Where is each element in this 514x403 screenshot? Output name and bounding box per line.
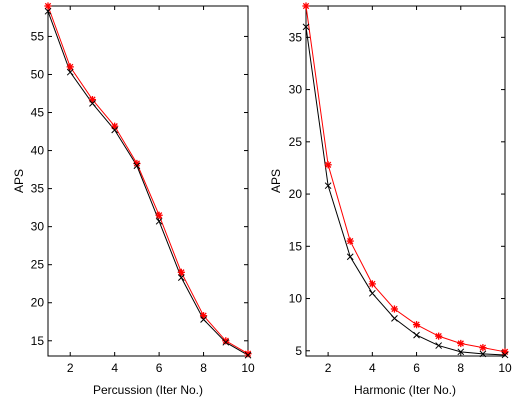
series-group-harmonic xyxy=(302,2,509,359)
y-tick-label: 15 xyxy=(31,334,45,348)
data-point-x-harmonic xyxy=(435,342,443,349)
data-point-x-percussion xyxy=(44,7,52,15)
data-point-star-percussion xyxy=(44,2,52,10)
data-point-star-harmonic xyxy=(302,2,310,10)
y-tick-label: 20 xyxy=(31,296,45,310)
y-tick-label: 10 xyxy=(289,292,303,306)
data-point-x-harmonic xyxy=(324,182,332,190)
y-tick-label: 35 xyxy=(289,30,303,44)
data-point-star-harmonic xyxy=(346,237,354,245)
percussion-chart: 2 4 6 8 10 15 20 25 30 35 40 45 50 55 Percussion (It… xyxy=(12,2,255,397)
data-point-star-harmonic xyxy=(435,332,443,340)
x-axis-label-harmonic: Harmonic (Iter No.) xyxy=(354,383,456,397)
data-point-x-percussion xyxy=(133,162,141,170)
plot-area-harmonic xyxy=(305,5,506,357)
y-tick-label: 25 xyxy=(31,258,45,272)
data-point-x-harmonic xyxy=(346,253,354,261)
data-point-star-harmonic xyxy=(479,344,487,352)
data-point-star-percussion xyxy=(199,312,208,320)
x-ticks-harmonic: 2 4 6 8 10 xyxy=(325,6,512,375)
data-point-star-harmonic xyxy=(412,321,421,329)
y-tick-label: 25 xyxy=(289,135,303,149)
x-tick-label: 2 xyxy=(67,361,74,375)
data-point-x-harmonic xyxy=(302,23,310,31)
x-axis-label-percussion: Percussion (Iter No.) xyxy=(93,383,203,397)
data-point-star-harmonic xyxy=(457,339,465,348)
x-tick-label: 2 xyxy=(325,361,332,375)
data-point-star-percussion xyxy=(244,350,252,358)
data-point-x-percussion xyxy=(89,100,96,107)
data-point-x-harmonic xyxy=(457,348,465,356)
data-point-star-percussion xyxy=(222,337,230,345)
data-point-star-percussion xyxy=(66,63,74,71)
data-point-star-percussion xyxy=(111,122,119,130)
data-point-x-percussion xyxy=(66,68,74,76)
y-axis-label-percussion: APS xyxy=(12,169,26,193)
y-tick-label: 5 xyxy=(295,344,302,358)
data-point-star-harmonic xyxy=(390,305,399,313)
data-point-x-harmonic xyxy=(413,331,420,339)
data-point-x-harmonic xyxy=(501,351,509,359)
series-line-black-percussion xyxy=(47,11,249,356)
y-tick-label: 55 xyxy=(31,29,45,43)
y-axis-label-harmonic: APS xyxy=(269,169,283,193)
data-point-x-percussion xyxy=(244,351,252,359)
data-point-star-percussion xyxy=(177,268,185,276)
y-tick-label: 30 xyxy=(289,83,303,97)
data-point-x-harmonic xyxy=(368,289,376,297)
x-tick-label: 8 xyxy=(457,361,464,375)
y-tick-label: 45 xyxy=(31,106,45,120)
data-point-x-harmonic xyxy=(479,350,487,358)
x-tick-label: 10 xyxy=(498,361,512,375)
series-line-red-harmonic xyxy=(305,5,506,353)
data-point-x-percussion xyxy=(155,217,163,225)
y-tick-label: 20 xyxy=(289,187,303,201)
series-line-black-harmonic xyxy=(305,26,506,356)
x-ticks-percussion: 2 4 6 8 10 xyxy=(67,6,255,375)
y-tick-label: 15 xyxy=(289,239,303,253)
harmonic-chart: 2 4 6 8 10 5 10 15 20 25 30 35 Harmonic (Iter No.)… xyxy=(269,2,512,397)
x-tick-label: 10 xyxy=(241,361,255,375)
y-tick-label: 50 xyxy=(31,67,45,81)
y-tick-label: 40 xyxy=(31,144,45,158)
x-tick-label: 8 xyxy=(200,361,207,375)
data-point-star-percussion xyxy=(155,211,163,219)
data-point-star-harmonic xyxy=(324,161,332,169)
data-point-x-percussion xyxy=(222,338,230,346)
y-tick-label: 30 xyxy=(31,220,45,234)
data-point-x-percussion xyxy=(111,126,119,134)
data-point-x-percussion xyxy=(200,316,207,323)
x-tick-label: 4 xyxy=(111,361,118,375)
x-tick-label: 6 xyxy=(413,361,420,375)
data-point-x-harmonic xyxy=(391,315,398,322)
data-point-star-percussion xyxy=(88,95,97,104)
y-ticks-harmonic: 5 10 15 20 25 30 35 xyxy=(289,30,505,358)
x-tick-label: 6 xyxy=(156,361,163,375)
x-tick-label: 4 xyxy=(369,361,376,375)
series-line-red-percussion xyxy=(47,5,249,355)
y-ticks-percussion: 15 20 25 30 35 40 45 50 55 xyxy=(31,29,248,348)
plot-area-percussion xyxy=(47,5,249,357)
y-tick-label: 35 xyxy=(31,182,45,196)
series-group-percussion xyxy=(44,2,252,359)
data-point-x-percussion xyxy=(177,274,185,281)
data-point-star-harmonic xyxy=(368,280,376,288)
